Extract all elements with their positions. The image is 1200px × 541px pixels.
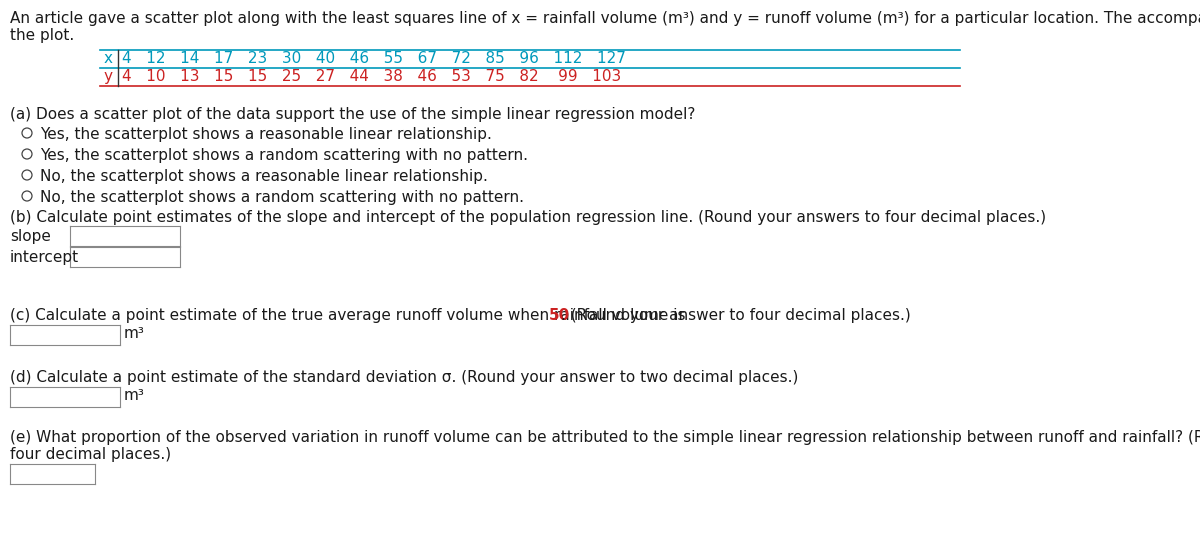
Text: 4   12   14   17   23   30   40   46   55   67   72   85   96   112   127: 4 12 14 17 23 30 40 46 55 67 72 85 96 11… (122, 51, 626, 66)
Text: 50: 50 (548, 308, 570, 323)
Text: y: y (104, 69, 113, 84)
Text: 4   10   13   15   15   25   27   44   38   46   53   75   82    99   103: 4 10 13 15 15 25 27 44 38 46 53 75 82 99… (122, 69, 622, 84)
Text: An article gave a scatter plot along with the least squares line of x = rainfall: An article gave a scatter plot along wit… (10, 11, 1200, 26)
Text: (c) Calculate a point estimate of the true average runoff volume when rainfall v: (c) Calculate a point estimate of the tr… (10, 308, 690, 323)
Text: four decimal places.): four decimal places.) (10, 447, 172, 462)
Text: intercept: intercept (10, 250, 79, 265)
Text: m³: m³ (124, 388, 145, 403)
Text: (b) Calculate point estimates of the slope and intercept of the population regre: (b) Calculate point estimates of the slo… (10, 210, 1046, 225)
Text: (e) What proportion of the observed variation in runoff volume can be attributed: (e) What proportion of the observed vari… (10, 430, 1200, 445)
Text: (a) Does a scatter plot of the data support the use of the simple linear regress: (a) Does a scatter plot of the data supp… (10, 107, 695, 122)
Text: (d) Calculate a point estimate of the standard deviation σ. (Round your answer t: (d) Calculate a point estimate of the st… (10, 370, 798, 385)
Text: slope: slope (10, 229, 50, 244)
Text: x: x (104, 51, 113, 66)
Text: No, the scatterplot shows a reasonable linear relationship.: No, the scatterplot shows a reasonable l… (40, 169, 488, 184)
Text: No, the scatterplot shows a random scattering with no pattern.: No, the scatterplot shows a random scatt… (40, 190, 524, 205)
Text: Yes, the scatterplot shows a reasonable linear relationship.: Yes, the scatterplot shows a reasonable … (40, 127, 492, 142)
Text: the plot.: the plot. (10, 28, 74, 43)
Text: m³: m³ (124, 326, 145, 341)
Text: . (Round your answer to four decimal places.): . (Round your answer to four decimal pla… (562, 308, 911, 323)
Text: Yes, the scatterplot shows a random scattering with no pattern.: Yes, the scatterplot shows a random scat… (40, 148, 528, 163)
